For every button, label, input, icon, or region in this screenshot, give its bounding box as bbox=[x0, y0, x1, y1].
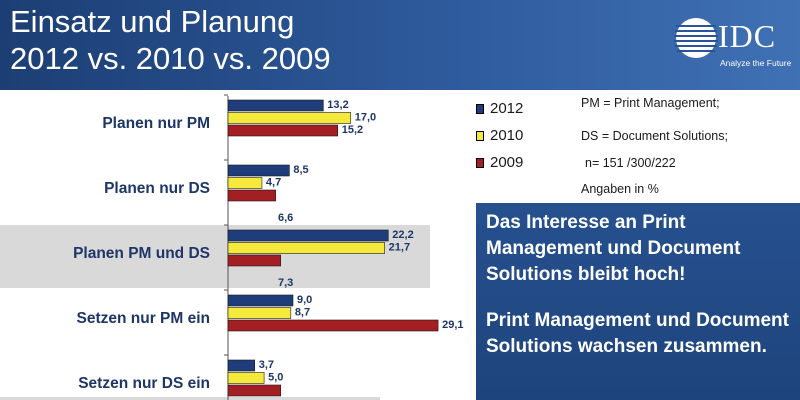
logo-wordmark: IDC bbox=[718, 18, 777, 54]
note-unit: Angaben in % bbox=[581, 182, 659, 196]
bar-2009 bbox=[227, 254, 282, 267]
bar-2009 bbox=[227, 384, 282, 397]
legend-label: 2010 bbox=[490, 127, 524, 144]
bar-2010 bbox=[227, 177, 263, 189]
bar-2012 bbox=[227, 99, 324, 112]
chart-legend: 2012 2010 2009 bbox=[476, 100, 566, 180]
bar-2012 bbox=[227, 164, 290, 177]
globe-icon bbox=[674, 18, 718, 58]
note-ds: DS = Document Solutions; bbox=[581, 129, 728, 143]
legend-label: 2012 bbox=[490, 100, 524, 117]
data-label: 15,2 bbox=[342, 124, 363, 136]
data-label: 4,7 bbox=[266, 177, 281, 189]
data-label: 13,2 bbox=[327, 99, 348, 111]
bar-2012 bbox=[227, 359, 256, 372]
slide-title: Einsatz und Planung bbox=[10, 4, 295, 39]
legend-swatch bbox=[476, 131, 484, 141]
data-label: 21,7 bbox=[389, 242, 410, 254]
bar-2009 bbox=[227, 189, 276, 202]
note-sample-size: n= 151 /300/222 bbox=[585, 156, 676, 170]
category-label: Planen PM und DS bbox=[73, 245, 210, 262]
data-label: 9,0 bbox=[297, 294, 312, 306]
header-banner: Einsatz und Planung 2012 vs. 2010 vs. 20… bbox=[0, 0, 800, 90]
data-label: 3,7 bbox=[259, 359, 274, 371]
note-pm: PM = Print Management; bbox=[581, 96, 720, 110]
callout-box: Das Interesse an Print Management und Do… bbox=[476, 203, 800, 400]
bar-2012 bbox=[227, 294, 294, 307]
data-label: 7,3 bbox=[278, 277, 293, 289]
data-label: 5,0 bbox=[268, 372, 283, 384]
legend-swatch bbox=[476, 104, 484, 114]
bar-2010 bbox=[227, 242, 385, 254]
data-label: 6,6 bbox=[278, 212, 293, 224]
logo-tagline: Analyze the Future bbox=[720, 58, 792, 68]
legend-label: 2009 bbox=[490, 154, 524, 171]
category-label: Planen nur DS bbox=[104, 180, 210, 197]
bar-2010 bbox=[227, 307, 292, 319]
bar-2012 bbox=[227, 229, 389, 242]
category-label: Planen nur PM bbox=[102, 115, 210, 132]
data-label: 22,2 bbox=[392, 229, 413, 241]
data-label: 29,1 bbox=[442, 319, 463, 331]
callout-text-convergence: Print Management und Document Solutions … bbox=[486, 310, 789, 357]
bar-chart: Planen nur PM 13,2 17,015,2 Planen nur DS 8,… bbox=[0, 94, 464, 400]
legend-swatch bbox=[476, 158, 484, 168]
category-label: Setzen nur PM ein bbox=[77, 310, 211, 327]
data-label: 8,7 bbox=[295, 307, 310, 319]
bar-2010 bbox=[227, 112, 352, 124]
bar-2009 bbox=[227, 319, 439, 332]
data-label: 8,5 bbox=[293, 164, 308, 176]
bar-2009 bbox=[227, 124, 339, 137]
slide-subtitle: 2012 vs. 2010 vs. 2009 bbox=[10, 41, 331, 76]
callout-text-interest: Das Interesse an Print Management und Do… bbox=[486, 212, 741, 285]
data-label: 17,0 bbox=[355, 112, 376, 124]
category-label: Setzen nur DS ein bbox=[78, 375, 210, 392]
highlight-band bbox=[0, 397, 380, 400]
bar-2010 bbox=[227, 372, 265, 384]
idc-logo: IDC Analyze the Future bbox=[672, 16, 797, 74]
